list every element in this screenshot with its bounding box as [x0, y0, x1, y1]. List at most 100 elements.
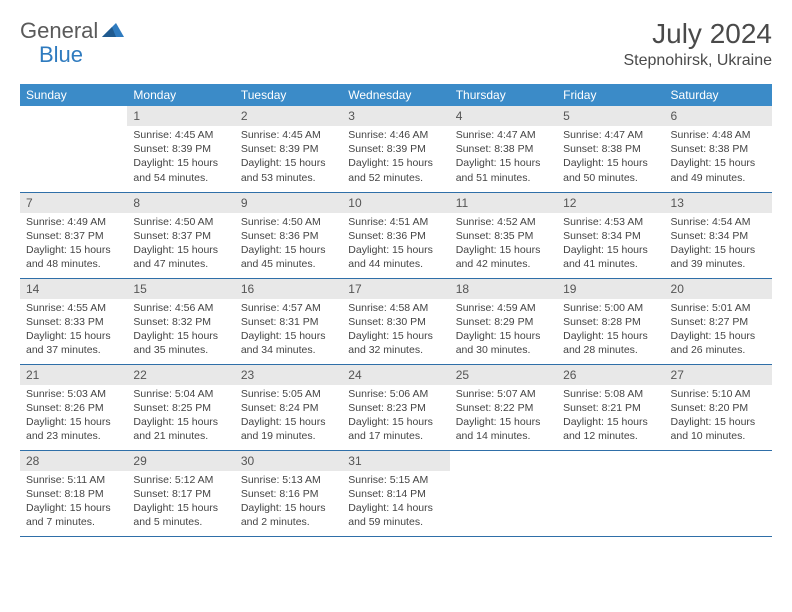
day-details: Sunrise: 4:57 AMSunset: 8:31 PMDaylight:… [235, 299, 342, 362]
day-number: 22 [127, 365, 234, 385]
day-number: 25 [450, 365, 557, 385]
daylight-line: Daylight: 15 hours and 12 minutes. [563, 415, 658, 443]
calendar-day-cell: 10Sunrise: 4:51 AMSunset: 8:36 PMDayligh… [342, 192, 449, 278]
daylight-line: Daylight: 15 hours and 51 minutes. [456, 156, 551, 184]
calendar-day-cell: 24Sunrise: 5:06 AMSunset: 8:23 PMDayligh… [342, 364, 449, 450]
weekday-header: Wednesday [342, 84, 449, 106]
day-details: Sunrise: 4:59 AMSunset: 8:29 PMDaylight:… [450, 299, 557, 362]
sunset-line: Sunset: 8:37 PM [26, 229, 121, 243]
location: Stepnohirsk, Ukraine [623, 52, 772, 70]
daylight-line: Daylight: 15 hours and 19 minutes. [241, 415, 336, 443]
day-number: 31 [342, 451, 449, 471]
sunset-line: Sunset: 8:31 PM [241, 315, 336, 329]
calendar-day-cell: 5Sunrise: 4:47 AMSunset: 8:38 PMDaylight… [557, 106, 664, 192]
day-number: 8 [127, 193, 234, 213]
daylight-line: Daylight: 15 hours and 53 minutes. [241, 156, 336, 184]
sunrise-line: Sunrise: 4:52 AM [456, 215, 551, 229]
sunset-line: Sunset: 8:39 PM [241, 142, 336, 156]
sunrise-line: Sunrise: 4:59 AM [456, 301, 551, 315]
daylight-line: Daylight: 15 hours and 28 minutes. [563, 329, 658, 357]
sunset-line: Sunset: 8:21 PM [563, 401, 658, 415]
sunset-line: Sunset: 8:34 PM [563, 229, 658, 243]
sunset-line: Sunset: 8:38 PM [456, 142, 551, 156]
sunrise-line: Sunrise: 5:11 AM [26, 473, 121, 487]
day-details: Sunrise: 4:58 AMSunset: 8:30 PMDaylight:… [342, 299, 449, 362]
day-details: Sunrise: 5:12 AMSunset: 8:17 PMDaylight:… [127, 471, 234, 534]
weekday-header: Sunday [20, 84, 127, 106]
daylight-line: Daylight: 15 hours and 39 minutes. [671, 243, 766, 271]
weekday-header: Thursday [450, 84, 557, 106]
calendar-day-cell: 11Sunrise: 4:52 AMSunset: 8:35 PMDayligh… [450, 192, 557, 278]
daylight-line: Daylight: 14 hours and 59 minutes. [348, 501, 443, 529]
sunrise-line: Sunrise: 4:56 AM [133, 301, 228, 315]
sunset-line: Sunset: 8:24 PM [241, 401, 336, 415]
day-number: 9 [235, 193, 342, 213]
sunset-line: Sunset: 8:33 PM [26, 315, 121, 329]
sunrise-line: Sunrise: 4:47 AM [456, 128, 551, 142]
sunset-line: Sunset: 8:36 PM [348, 229, 443, 243]
day-details: Sunrise: 5:15 AMSunset: 8:14 PMDaylight:… [342, 471, 449, 534]
calendar-day-cell: 15Sunrise: 4:56 AMSunset: 8:32 PMDayligh… [127, 278, 234, 364]
calendar-day-cell: 18Sunrise: 4:59 AMSunset: 8:29 PMDayligh… [450, 278, 557, 364]
day-details: Sunrise: 4:56 AMSunset: 8:32 PMDaylight:… [127, 299, 234, 362]
daylight-line: Daylight: 15 hours and 37 minutes. [26, 329, 121, 357]
logo: General [20, 18, 126, 44]
daylight-line: Daylight: 15 hours and 7 minutes. [26, 501, 121, 529]
sunrise-line: Sunrise: 5:13 AM [241, 473, 336, 487]
calendar-day-cell: 7Sunrise: 4:49 AMSunset: 8:37 PMDaylight… [20, 192, 127, 278]
day-details: Sunrise: 4:51 AMSunset: 8:36 PMDaylight:… [342, 213, 449, 276]
calendar-day-cell: 22Sunrise: 5:04 AMSunset: 8:25 PMDayligh… [127, 364, 234, 450]
day-details: Sunrise: 5:00 AMSunset: 8:28 PMDaylight:… [557, 299, 664, 362]
calendar-day-cell: 12Sunrise: 4:53 AMSunset: 8:34 PMDayligh… [557, 192, 664, 278]
sunset-line: Sunset: 8:34 PM [671, 229, 766, 243]
day-details: Sunrise: 4:53 AMSunset: 8:34 PMDaylight:… [557, 213, 664, 276]
logo-text-general: General [20, 18, 98, 44]
day-number: 14 [20, 279, 127, 299]
day-details: Sunrise: 4:48 AMSunset: 8:38 PMDaylight:… [665, 126, 772, 189]
day-number: 28 [20, 451, 127, 471]
day-number: 18 [450, 279, 557, 299]
sunset-line: Sunset: 8:26 PM [26, 401, 121, 415]
calendar-day-cell: 2Sunrise: 4:45 AMSunset: 8:39 PMDaylight… [235, 106, 342, 192]
day-details: Sunrise: 5:10 AMSunset: 8:20 PMDaylight:… [665, 385, 772, 448]
daylight-line: Daylight: 15 hours and 54 minutes. [133, 156, 228, 184]
calendar-day-cell: 4Sunrise: 4:47 AMSunset: 8:38 PMDaylight… [450, 106, 557, 192]
sunrise-line: Sunrise: 5:10 AM [671, 387, 766, 401]
day-details: Sunrise: 4:45 AMSunset: 8:39 PMDaylight:… [127, 126, 234, 189]
day-details: Sunrise: 4:46 AMSunset: 8:39 PMDaylight:… [342, 126, 449, 189]
weekday-header: Friday [557, 84, 664, 106]
logo-text-blue: Blue [39, 42, 83, 67]
calendar-body: 1Sunrise: 4:45 AMSunset: 8:39 PMDaylight… [20, 106, 772, 536]
daylight-line: Daylight: 15 hours and 5 minutes. [133, 501, 228, 529]
day-number: 26 [557, 365, 664, 385]
daylight-line: Daylight: 15 hours and 35 minutes. [133, 329, 228, 357]
daylight-line: Daylight: 15 hours and 52 minutes. [348, 156, 443, 184]
day-number: 15 [127, 279, 234, 299]
sunrise-line: Sunrise: 4:58 AM [348, 301, 443, 315]
weekday-header: Tuesday [235, 84, 342, 106]
daylight-line: Daylight: 15 hours and 14 minutes. [456, 415, 551, 443]
day-number: 13 [665, 193, 772, 213]
daylight-line: Daylight: 15 hours and 45 minutes. [241, 243, 336, 271]
day-number: 10 [342, 193, 449, 213]
sunset-line: Sunset: 8:38 PM [671, 142, 766, 156]
day-number: 30 [235, 451, 342, 471]
daylight-line: Daylight: 15 hours and 48 minutes. [26, 243, 121, 271]
calendar-day-cell: 30Sunrise: 5:13 AMSunset: 8:16 PMDayligh… [235, 450, 342, 536]
sunset-line: Sunset: 8:36 PM [241, 229, 336, 243]
sunset-line: Sunset: 8:35 PM [456, 229, 551, 243]
day-details: Sunrise: 5:01 AMSunset: 8:27 PMDaylight:… [665, 299, 772, 362]
calendar-day-cell: 29Sunrise: 5:12 AMSunset: 8:17 PMDayligh… [127, 450, 234, 536]
sunrise-line: Sunrise: 4:51 AM [348, 215, 443, 229]
month-title: July 2024 [623, 18, 772, 50]
day-number: 24 [342, 365, 449, 385]
day-number: 17 [342, 279, 449, 299]
day-number: 23 [235, 365, 342, 385]
day-number: 6 [665, 106, 772, 126]
day-number: 11 [450, 193, 557, 213]
calendar-day-cell: 9Sunrise: 4:50 AMSunset: 8:36 PMDaylight… [235, 192, 342, 278]
calendar-day-cell: 27Sunrise: 5:10 AMSunset: 8:20 PMDayligh… [665, 364, 772, 450]
calendar-day-cell: 16Sunrise: 4:57 AMSunset: 8:31 PMDayligh… [235, 278, 342, 364]
calendar-row: 14Sunrise: 4:55 AMSunset: 8:33 PMDayligh… [20, 278, 772, 364]
day-details: Sunrise: 4:52 AMSunset: 8:35 PMDaylight:… [450, 213, 557, 276]
